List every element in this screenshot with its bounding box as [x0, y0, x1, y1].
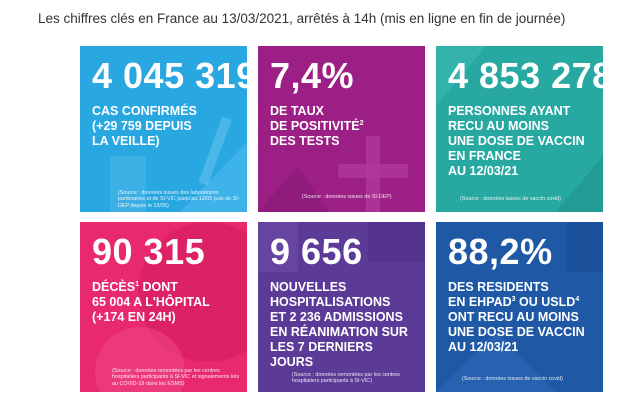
- label-line: AU 12/03/21: [448, 164, 519, 178]
- footnote-marker: 2: [359, 119, 364, 127]
- label-line: HOSPITALISATIONS: [270, 295, 391, 309]
- label-line: UNE DOSE DE VACCIN: [448, 325, 585, 339]
- label-line: EN RÉANIMATION SUR: [270, 325, 408, 339]
- deaths-label: DÉCÈS1 DONT 65 004 A L'HÔPITAL (+174 EN …: [92, 280, 239, 325]
- tile-background: [436, 222, 603, 392]
- tile-background: [436, 46, 603, 212]
- label-line: (+174 EN 24H): [92, 310, 176, 324]
- label-line: DES TESTS: [270, 134, 340, 148]
- label-line: DE POSITIVITÉ2: [270, 119, 417, 134]
- footnote-marker: 4: [575, 295, 580, 303]
- tile-deaths: 90 315 DÉCÈS1 DONT 65 004 A L'HÔPITAL (+…: [80, 222, 247, 392]
- label-line: DE TAUX: [270, 104, 324, 118]
- label-text: DONT: [138, 280, 178, 294]
- label-text: EN EHPAD: [448, 295, 512, 309]
- nursing-home-figure: 88,2%: [448, 231, 553, 272]
- hospitalisations-figure: 9 656: [270, 231, 363, 272]
- confirmed-cases-figure: 4 045 319: [92, 55, 247, 96]
- source-note: (Source : données issues des laboratoire…: [118, 190, 240, 209]
- page-heading: Les chiffres clés en France au 13/03/202…: [38, 11, 566, 26]
- tile-vaccinated-people: 4 853 278 PERSONNES AYANT RECU AU MOINS …: [436, 46, 603, 212]
- label-line: (+29 759 DEPUIS: [92, 119, 192, 133]
- footnote-marker: 1: [135, 280, 139, 288]
- vaccinated-people-figure: 4 853 278: [448, 55, 603, 96]
- vaccinated-people-label: PERSONNES AYANT RECU AU MOINS UNE DOSE D…: [448, 104, 595, 179]
- source-note: (Source : données remontées par les cent…: [112, 368, 240, 387]
- label-line: PERSONNES AYANT: [448, 104, 571, 118]
- label-line: AU 12/03/21: [448, 340, 519, 354]
- label-line: CAS CONFIRMÉS: [92, 104, 197, 118]
- label-line: EN FRANCE: [448, 149, 521, 163]
- label-line: ONT RECU AU MOINS: [448, 310, 579, 324]
- label-line: DÉCÈS1 DONT: [92, 280, 239, 295]
- label-text: DE POSITIVITÉ: [270, 119, 360, 133]
- source-note: (Source : données issues de SI-DEP): [302, 194, 392, 200]
- hospitalisations-label: NOUVELLES HOSPITALISATIONS ET 2 236 ADMI…: [270, 280, 417, 370]
- deaths-figure: 90 315: [92, 231, 206, 272]
- label-line: UNE DOSE DE VACCIN: [448, 134, 585, 148]
- tile-background: [258, 222, 425, 392]
- label-line: LES 7 DERNIERS JOURS: [270, 340, 373, 369]
- source-note: (Source : données issues de vaccin covid…: [462, 376, 563, 382]
- label-line: LA VEILLE): [92, 134, 160, 148]
- positivity-rate-label: DE TAUX DE POSITIVITÉ2 DES TESTS: [270, 104, 417, 149]
- label-line: 65 004 A L'HÔPITAL: [92, 295, 210, 309]
- label-line: RECU AU MOINS: [448, 119, 549, 133]
- label-line: NOUVELLES: [270, 280, 347, 294]
- source-note: (Source : données remontées par les cent…: [292, 372, 400, 385]
- tile-positivity-rate: 7,4% DE TAUX DE POSITIVITÉ2 DES TESTS (S…: [258, 46, 425, 212]
- confirmed-cases-label: CAS CONFIRMÉS (+29 759 DEPUIS LA VEILLE): [92, 104, 239, 149]
- positivity-rate-figure: 7,4%: [270, 55, 355, 96]
- label-line: EN EHPAD3 OU USLD4: [448, 295, 595, 310]
- label-text: DÉCÈS: [92, 280, 136, 294]
- label-line: DES RESIDENTS: [448, 280, 549, 294]
- tile-hospitalisations: 9 656 NOUVELLES HOSPITALISATIONS ET 2 23…: [258, 222, 425, 392]
- tile-background: [258, 46, 425, 212]
- tile-background: [80, 46, 247, 212]
- source-note: (Source : données issues de vaccin covid…: [460, 196, 561, 202]
- nursing-home-label: DES RESIDENTS EN EHPAD3 OU USLD4 ONT REC…: [448, 280, 595, 355]
- label-text: OU USLD: [515, 295, 576, 309]
- tile-background: [80, 222, 247, 392]
- tile-nursing-home-residents: 88,2% DES RESIDENTS EN EHPAD3 OU USLD4 O…: [436, 222, 603, 392]
- tile-confirmed-cases: 4 045 319 CAS CONFIRMÉS (+29 759 DEPUIS …: [80, 46, 247, 212]
- label-line: ET 2 236 ADMISSIONS: [270, 310, 403, 324]
- footnote-marker: 3: [511, 295, 516, 303]
